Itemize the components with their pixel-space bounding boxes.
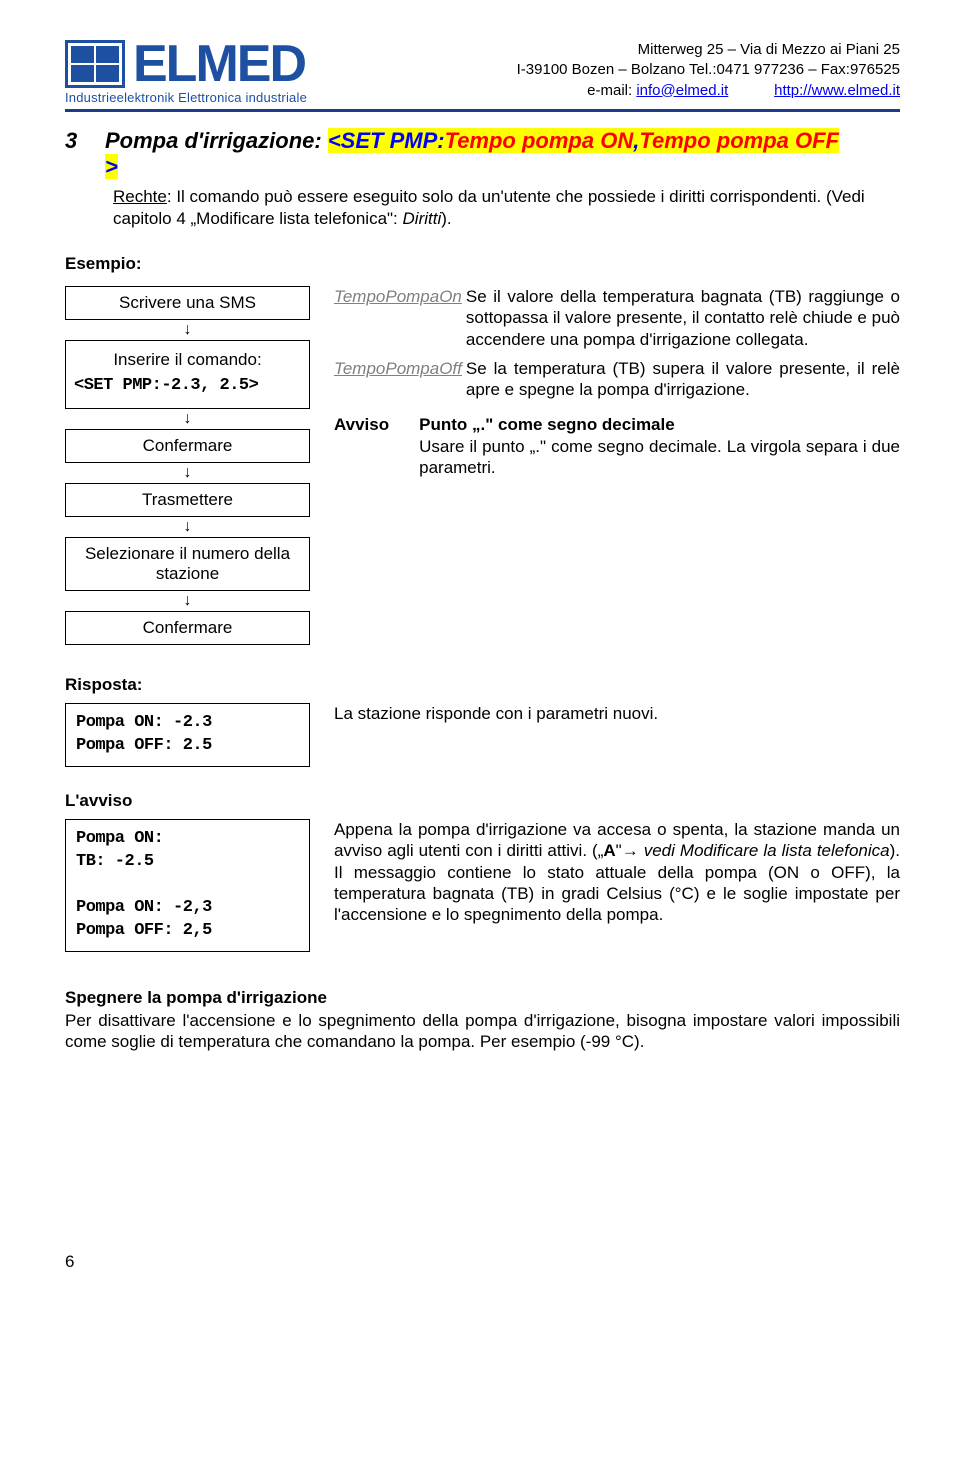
flow-step: Scrivere una SMS — [65, 286, 310, 320]
risposta-code: Pompa ON: -2.3 Pompa OFF: 2.5 — [65, 703, 310, 767]
section-number: 3 — [65, 128, 85, 154]
rechte-close: ). — [441, 209, 451, 228]
avviso-label: Avviso — [334, 414, 389, 478]
logo-icon — [65, 40, 125, 88]
flow-step-code: <SET PMP:-2.3, 2.5> — [74, 373, 301, 399]
flow-column: Scrivere una SMS ↓ Inserire il comando: … — [65, 286, 310, 645]
lavviso-bold: A — [603, 841, 615, 860]
addr-line1: Mitterweg 25 – Via di Mezzo ai Piani 25 — [517, 40, 900, 60]
risposta-text: La stazione risponde con i parametri nuo… — [334, 703, 900, 724]
lavviso-italic: vedi Modificare la lista telefonica — [644, 841, 890, 860]
logo-text: ELMED — [133, 41, 305, 88]
flow-step-label: Inserire il comando: — [74, 347, 301, 373]
section-title: 3 Pompa d'irrigazione: <SET PMP:Tempo po… — [65, 128, 900, 180]
rechte-label: Rechte — [113, 187, 167, 206]
desc-key: TempoPompaOn — [334, 286, 462, 350]
arrow-down-icon: ↓ — [184, 465, 192, 481]
arrow-down-icon: ↓ — [184, 322, 192, 338]
avviso-text: Usare il punto „." come segno decimale. … — [419, 437, 900, 477]
lavviso-text: Appena la pompa d'irrigazione va accesa … — [334, 819, 900, 925]
desc-text: Se il valore della temperatura bagnata (… — [466, 286, 900, 350]
avviso-row: Avviso Punto „." come segno decimale Usa… — [334, 414, 900, 478]
flow-step: Inserire il comando: <SET PMP:-2.3, 2.5> — [65, 340, 310, 409]
desc-text: Se la temperatura (TB) supera il valore … — [466, 358, 900, 401]
addr-line2: I-39100 Bozen – Bolzano Tel.:0471 977236… — [517, 60, 900, 80]
cmd-open: <SET PMP: — [328, 128, 445, 153]
lavviso-label: L'avviso — [65, 791, 900, 811]
avviso-bold: Punto „." come segno decimale — [419, 415, 675, 434]
url-link[interactable]: http://www.elmed.it — [774, 82, 900, 99]
flow-step: Confermare — [65, 611, 310, 645]
rechte-diritti: Diritti — [403, 209, 442, 228]
risposta-label: Risposta: — [65, 675, 900, 695]
arrow-down-icon: ↓ — [184, 411, 192, 427]
arrow-down-icon: ↓ — [184, 593, 192, 609]
contact-block: Mitterweg 25 – Via di Mezzo ai Piani 25 … — [517, 40, 900, 101]
flow-step: Trasmettere — [65, 483, 310, 517]
rechte-text: : Il comando può essere eseguito solo da… — [113, 187, 865, 228]
description-column: TempoPompaOn Se il valore della temperat… — [334, 286, 900, 478]
email-label: e-mail: — [587, 82, 636, 99]
spegnere-text: Per disattivare l'accensione e lo spegni… — [65, 1010, 900, 1053]
flow-step: Selezionare il numero della stazione — [65, 537, 310, 591]
page-number: 6 — [65, 1252, 900, 1272]
spegnere-label: Spegnere la pompa d'irrigazione — [65, 988, 900, 1008]
title-pre: Pompa d'irrigazione: — [105, 128, 328, 153]
header: ELMED Industrieelektronik Elettronica in… — [65, 40, 900, 112]
desc-key: TempoPompaOff — [334, 358, 462, 401]
logo: ELMED Industrieelektronik Elettronica in… — [65, 40, 307, 105]
esempio-row: Scrivere una SMS ↓ Inserire il comando: … — [65, 286, 900, 645]
lavviso-row: Pompa ON: TB: -2.5 Pompa ON: -2,3 Pompa … — [65, 819, 900, 952]
lavviso-code: Pompa ON: TB: -2.5 Pompa ON: -2,3 Pompa … — [65, 819, 310, 952]
flow-step: Confermare — [65, 429, 310, 463]
email-link[interactable]: info@elmed.it — [636, 82, 728, 99]
logo-subtext: Industrieelektronik Elettronica industri… — [65, 90, 307, 105]
esempio-label: Esempio: — [65, 254, 900, 274]
lavviso-t2: "→ — [616, 841, 644, 860]
risposta-row: Pompa ON: -2.3 Pompa OFF: 2.5 La stazion… — [65, 703, 900, 767]
rechte-block: Rechte: Il comando può essere eseguito s… — [113, 186, 900, 230]
cmd-arg2: Tempo pompa OFF — [639, 128, 839, 153]
cmd-arg1: Tempo pompa ON — [445, 128, 634, 153]
cmd-close: > — [105, 154, 118, 179]
arrow-down-icon: ↓ — [184, 519, 192, 535]
